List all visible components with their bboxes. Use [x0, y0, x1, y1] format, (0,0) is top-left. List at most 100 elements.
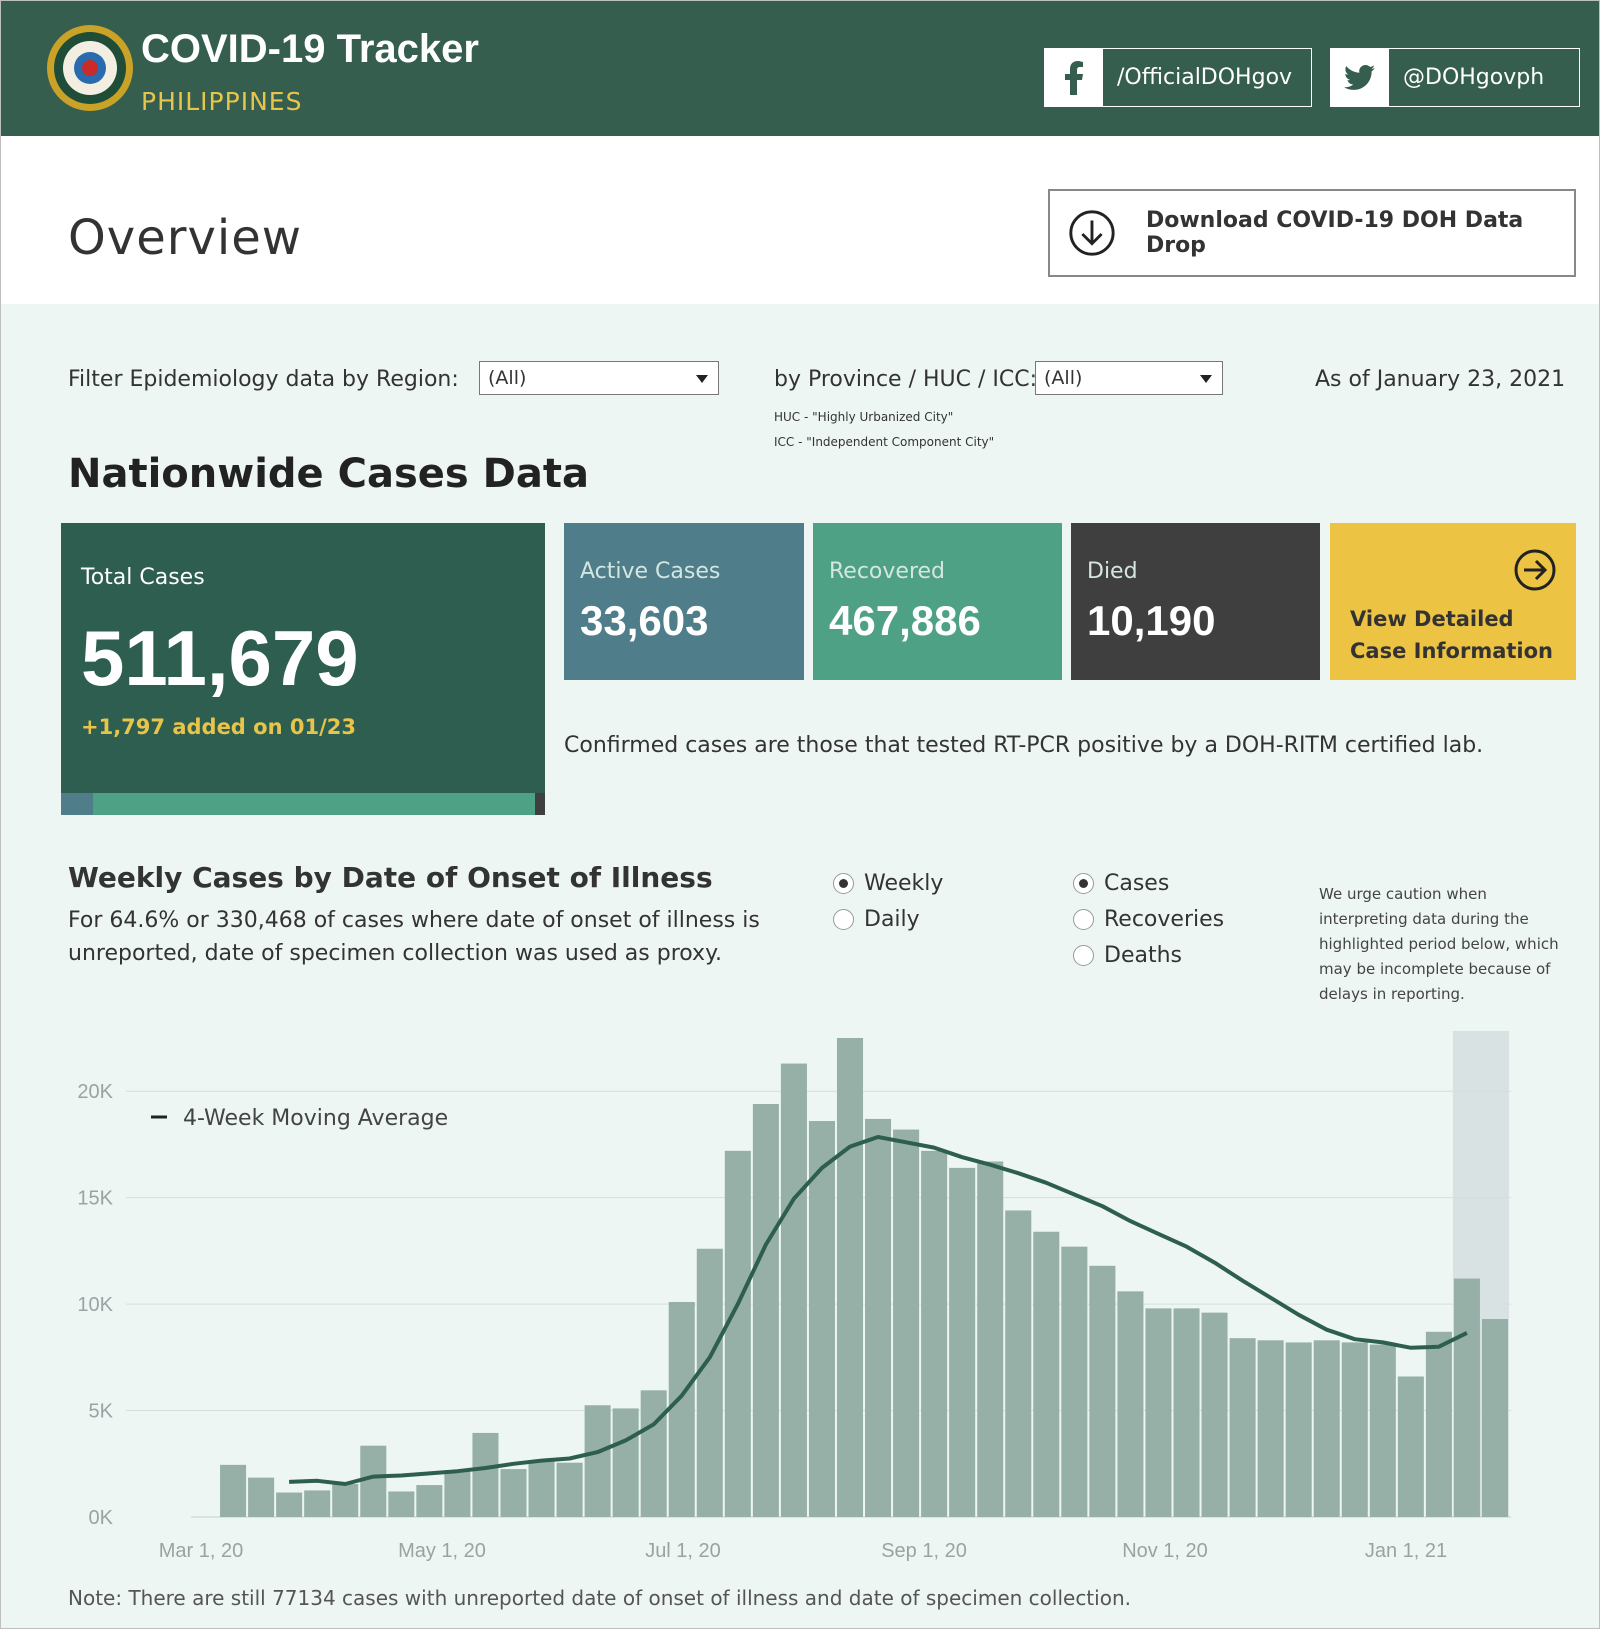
arrow-right-circle-icon — [1514, 549, 1556, 591]
bar — [304, 1490, 331, 1517]
nationwide-cases-title: Nationwide Cases Data — [68, 451, 589, 497]
radio-cases[interactable]: Cases — [1073, 871, 1169, 896]
bar — [1089, 1265, 1116, 1517]
cases-added-today: +1,797 added on 01/23 — [81, 715, 356, 739]
province-filter-label: by Province / HUC / ICC: — [774, 367, 1038, 392]
bar — [1397, 1376, 1424, 1517]
twitter-icon — [1331, 49, 1389, 106]
facebook-icon — [1045, 49, 1103, 106]
bar — [1341, 1342, 1368, 1517]
y-tick-label: 15K — [77, 1188, 113, 1210]
died-value: 10,190 — [1087, 597, 1216, 644]
radio-dot — [833, 909, 854, 930]
weekly-chart-title: Weekly Cases by Date of Onset of Illness — [68, 861, 713, 894]
radio-recoveries[interactable]: Recoveries — [1073, 907, 1224, 932]
radio-weekly[interactable]: Weekly — [833, 871, 943, 896]
facebook-handle: /OfficialDOHgov — [1117, 65, 1293, 90]
bar — [949, 1167, 976, 1517]
bar — [1005, 1210, 1032, 1517]
total-cases-value: 511,679 — [81, 614, 359, 702]
bar — [1229, 1338, 1256, 1517]
bar — [640, 1390, 667, 1517]
bar — [724, 1150, 751, 1517]
x-tick-label: Sep 1, 20 — [881, 1540, 967, 1562]
page-title: Overview — [68, 210, 302, 266]
radio-label: Daily — [864, 907, 920, 932]
bar — [276, 1492, 303, 1517]
x-tick-label: Jan 1, 21 — [1365, 1540, 1447, 1562]
legend-label: 4-Week Moving Average — [183, 1106, 448, 1131]
as-of-date: As of January 23, 2021 — [1315, 367, 1566, 392]
weekly-cases-chart: 0K 5K 10K 15K 20K 4-Week Moving Average Mar 1,… — [77, 1031, 1511, 1562]
bar — [1369, 1344, 1396, 1517]
chart-footnote: Note: There are still 77134 cases with u… — [68, 1586, 1131, 1610]
x-tick-label: May 1, 20 — [398, 1540, 486, 1562]
overview-bar: Overview Download COVID-19 DOH Data Drop — [1, 136, 1599, 304]
download-icon — [1069, 210, 1115, 256]
region-select[interactable]: (All) — [479, 361, 719, 395]
case-composition-bar — [61, 793, 545, 815]
download-data-drop-button[interactable]: Download COVID-19 DOH Data Drop — [1048, 189, 1576, 277]
composition-recovered — [92, 793, 536, 815]
bar — [332, 1484, 359, 1517]
radio-label: Recoveries — [1104, 907, 1225, 932]
bar — [752, 1103, 779, 1517]
active-cases-label: Active Cases — [580, 559, 721, 584]
bar — [1257, 1340, 1284, 1517]
chevron-down-icon — [1200, 375, 1212, 383]
x-tick-label: Jul 1, 20 — [645, 1540, 721, 1562]
bar — [1173, 1308, 1200, 1517]
moving-average-line — [289, 1135, 1468, 1486]
province-select[interactable]: (All) — [1035, 361, 1223, 395]
bar — [1201, 1312, 1228, 1517]
bar — [416, 1485, 443, 1517]
cta-line-2: Case Information — [1350, 639, 1553, 663]
recovered-value: 467,886 — [829, 597, 981, 644]
bar — [1285, 1342, 1312, 1517]
bar — [865, 1118, 892, 1517]
bar — [220, 1464, 247, 1517]
recovered-card: Recovered 467,886 — [813, 523, 1062, 680]
radio-daily[interactable]: Daily — [833, 907, 920, 932]
bar — [1033, 1231, 1060, 1517]
bar — [612, 1408, 639, 1517]
radio-dot — [833, 873, 854, 894]
composition-active — [61, 793, 93, 815]
radio-label: Deaths — [1104, 943, 1182, 968]
download-label: Download COVID-19 DOH Data Drop — [1145, 208, 1524, 258]
radio-dot — [1073, 873, 1094, 894]
app-title: COVID-19 Tracker — [141, 27, 479, 71]
died-label: Died — [1087, 559, 1138, 584]
view-detailed-case-info-button[interactable]: View Detailed Case Information — [1330, 523, 1576, 680]
bar — [1481, 1319, 1508, 1517]
radio-label: Cases — [1104, 871, 1170, 896]
bar — [248, 1477, 275, 1517]
reporting-caution-note: We urge caution when interpreting data d… — [1319, 885, 1559, 1003]
total-cases-label: Total Cases — [81, 565, 205, 590]
bar — [500, 1469, 527, 1517]
bar — [977, 1161, 1004, 1517]
radio-deaths[interactable]: Deaths — [1073, 943, 1182, 968]
bar — [780, 1063, 807, 1517]
bar — [388, 1491, 415, 1517]
y-tick-label: 20K — [77, 1081, 113, 1103]
facebook-link[interactable]: /OfficialDOHgov — [1044, 48, 1312, 107]
bar — [528, 1460, 555, 1517]
bar — [1425, 1331, 1452, 1517]
bar — [696, 1248, 723, 1517]
recovered-label: Recovered — [829, 559, 946, 584]
icc-note: ICC - "Independent Component City" — [774, 435, 995, 449]
twitter-link[interactable]: @DOHgovph — [1330, 48, 1580, 107]
bar — [1453, 1278, 1480, 1517]
bar — [921, 1150, 948, 1517]
bar — [1145, 1308, 1172, 1517]
bar — [1313, 1340, 1340, 1517]
bar — [556, 1462, 583, 1517]
bar — [808, 1121, 835, 1517]
composition-died — [535, 793, 545, 815]
y-tick-label: 5K — [89, 1401, 114, 1423]
confirmed-cases-description: Confirmed cases are those that tested RT… — [564, 733, 1484, 758]
died-card: Died 10,190 — [1071, 523, 1320, 680]
x-tick-label: Nov 1, 20 — [1122, 1540, 1208, 1562]
app-subtitle: PHILIPPINES — [141, 87, 303, 116]
